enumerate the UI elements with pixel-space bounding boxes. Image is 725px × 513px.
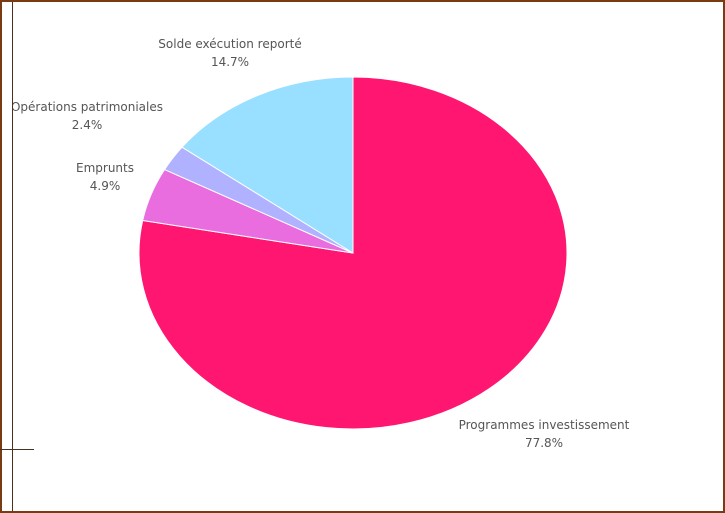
slice-label: Emprunts: [76, 161, 134, 175]
pie-chart: Programmes investissement 77.8% Emprunts 4.…: [13, 37, 630, 450]
bottom-divider: [0, 449, 34, 450]
chart-panel: Programmes investissement 77.8% Emprunts 4.…: [13, 14, 725, 513]
slice-label: Solde exécution reporté: [158, 37, 301, 51]
slice-percent: 4.9%: [90, 179, 121, 193]
slice-label: Opérations patrimoniales: [13, 100, 163, 114]
pie-slice-programmes-investissement[interactable]: [138, 76, 568, 430]
left-divider: [12, 2, 13, 511]
slice-label: Programmes investissement: [459, 418, 630, 432]
slice-percent: 77.8%: [525, 436, 563, 450]
slice-percent: 14.7%: [211, 55, 249, 69]
pie-slice-solde-ex-cution-report[interactable]: [181, 76, 354, 254]
pie-labels: Programmes investissement 77.8% Emprunts 4.…: [13, 37, 630, 450]
slice-percent: 2.4%: [72, 118, 103, 132]
pie-slices: [138, 76, 568, 430]
